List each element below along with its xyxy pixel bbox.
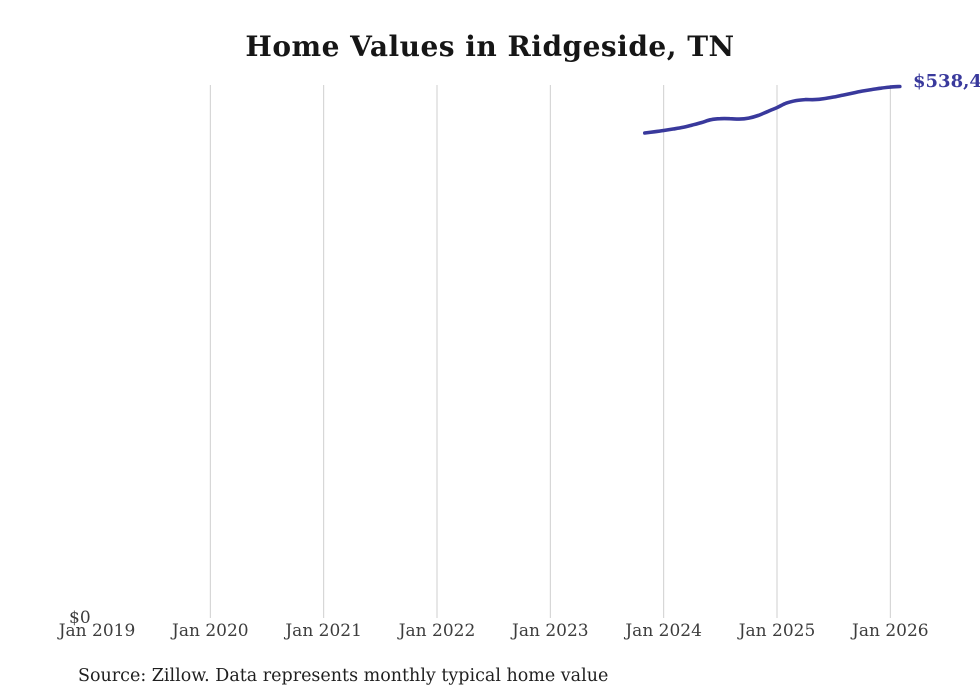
y-axis-zero-label: $0 (69, 608, 91, 628)
x-axis-label: Jan 2022 (398, 621, 476, 641)
x-axis-label: Jan 2025 (738, 621, 816, 641)
x-axis-label: Jan 2020 (172, 621, 249, 641)
x-axis-label: Jan 2019 (58, 621, 136, 641)
source-note: Source: Zillow. Data represents monthly … (78, 666, 609, 686)
x-axis-label: Jan 2024 (625, 621, 702, 641)
x-axis-label: Jan 2023 (512, 621, 589, 641)
chart-title: Home Values in Ridgeside, TN (245, 30, 735, 63)
end-value-label: $538,488 (913, 71, 980, 92)
home-value-line (643, 84, 902, 135)
gridlines-group (209, 85, 891, 618)
x-axis-label: Jan 2026 (852, 621, 929, 641)
x-axis-label: Jan 2021 (285, 621, 362, 641)
